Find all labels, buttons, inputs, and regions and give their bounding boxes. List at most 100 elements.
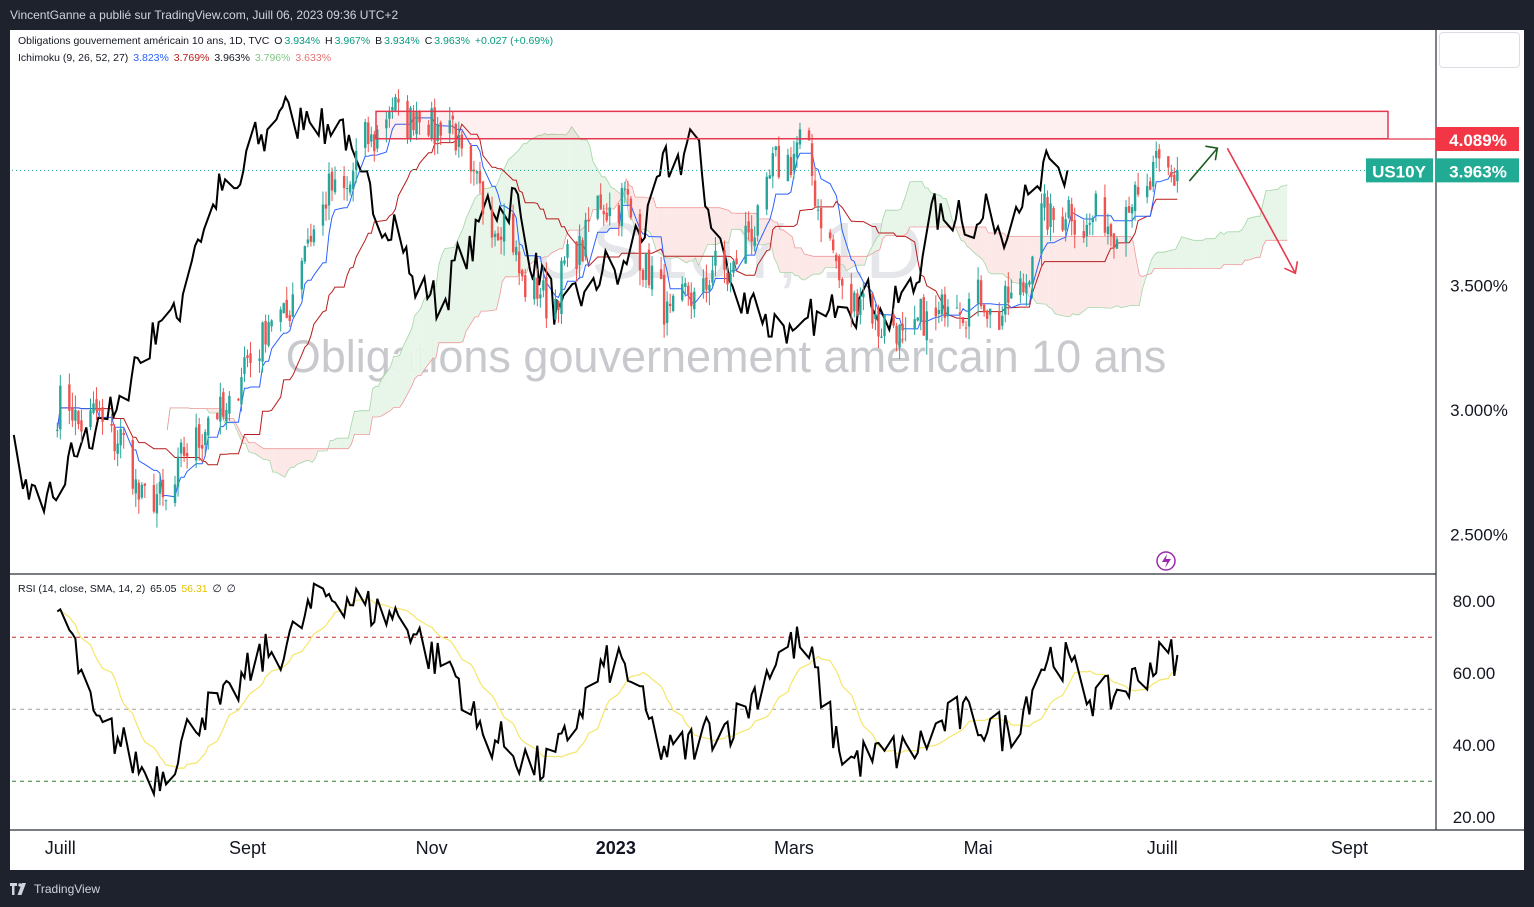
candle-body bbox=[608, 207, 611, 217]
candle-body bbox=[744, 225, 747, 264]
cloud-segment bbox=[381, 366, 391, 417]
candle-body bbox=[898, 324, 901, 348]
candle-body bbox=[644, 252, 648, 280]
candle-body bbox=[711, 270, 714, 283]
cloud-segment bbox=[982, 226, 986, 265]
candle-body bbox=[433, 107, 436, 144]
candle-body bbox=[291, 294, 294, 317]
candle-body bbox=[810, 143, 814, 176]
candle-body bbox=[228, 395, 231, 414]
price-tick-label: 3.000% bbox=[1450, 401, 1508, 420]
candle-body bbox=[1145, 186, 1149, 198]
candle-body bbox=[671, 295, 675, 312]
cloud-segment bbox=[1075, 236, 1079, 315]
cloud-segment bbox=[985, 226, 989, 272]
candle-body bbox=[961, 317, 965, 323]
legend-rsi-upper: ∅ bbox=[212, 583, 222, 595]
candle-body bbox=[385, 119, 388, 129]
cloud-segment bbox=[390, 356, 394, 411]
candle-body bbox=[838, 256, 841, 281]
cloud-segment bbox=[719, 207, 729, 243]
time-tick-label: 2023 bbox=[596, 838, 636, 858]
candle-body bbox=[687, 285, 690, 296]
cloud-segment bbox=[861, 256, 865, 266]
price-badge-text: 3.963% bbox=[1449, 162, 1507, 181]
candle-body bbox=[92, 403, 95, 413]
candle-body bbox=[222, 392, 225, 417]
legend-rsi-lower: ∅ bbox=[226, 583, 236, 595]
candle-body bbox=[874, 314, 877, 320]
candle-body bbox=[904, 328, 907, 330]
candle-body bbox=[831, 239, 835, 251]
candle-body bbox=[786, 154, 790, 181]
candle-body bbox=[351, 171, 355, 190]
cloud-segment bbox=[1281, 186, 1285, 241]
candle-body bbox=[397, 98, 400, 103]
cloud-segment bbox=[819, 256, 823, 275]
footer: TradingView bbox=[10, 877, 100, 901]
candle-body bbox=[581, 240, 584, 262]
candle-body bbox=[665, 301, 669, 323]
ichimoku-cloud bbox=[167, 126, 1288, 478]
cloud-segment bbox=[318, 448, 328, 451]
cloud-segment bbox=[375, 386, 379, 418]
candle-body bbox=[391, 107, 394, 111]
candle-body bbox=[412, 112, 415, 131]
candle-body bbox=[478, 171, 482, 184]
time-tick-label: Mai bbox=[964, 838, 993, 858]
cloud-segment bbox=[568, 126, 572, 231]
candle-body bbox=[1082, 231, 1085, 238]
cloud-segment bbox=[269, 448, 273, 473]
candle-body bbox=[798, 129, 802, 145]
cloud-segment bbox=[475, 194, 479, 317]
candle-body bbox=[859, 299, 862, 315]
candle-body bbox=[246, 355, 249, 359]
cloud-segment bbox=[333, 438, 337, 449]
candle-body bbox=[599, 194, 602, 209]
candle-body bbox=[1124, 206, 1128, 243]
candle-body bbox=[557, 301, 560, 311]
candle-body bbox=[892, 314, 895, 326]
candle-body bbox=[1115, 239, 1119, 249]
time-tick-label: Sept bbox=[1331, 838, 1368, 858]
cloud-segment bbox=[478, 194, 482, 317]
cloud-segment bbox=[526, 140, 530, 273]
candle-body bbox=[708, 285, 711, 291]
cloud-segment bbox=[1036, 236, 1046, 305]
candle-body bbox=[1049, 203, 1052, 227]
candle-body bbox=[267, 322, 270, 346]
candle-body bbox=[605, 212, 608, 221]
candle-body bbox=[813, 180, 817, 207]
cloud-segment bbox=[484, 188, 488, 312]
candle-body bbox=[1130, 207, 1134, 214]
cloud-segment bbox=[1163, 249, 1173, 269]
cloud-segment bbox=[1057, 236, 1067, 317]
candle-body bbox=[976, 279, 980, 304]
cloud-segment bbox=[918, 181, 922, 227]
candle-body bbox=[95, 399, 98, 411]
price-scale-control[interactable] bbox=[1439, 32, 1520, 68]
candle-body bbox=[1085, 224, 1088, 237]
cloud-segment bbox=[1175, 243, 1179, 269]
cloud-segment bbox=[1160, 252, 1164, 269]
cloud-segment bbox=[988, 232, 992, 274]
cloud-segment bbox=[716, 207, 720, 245]
candle-body bbox=[469, 145, 473, 172]
candle-body bbox=[345, 188, 349, 190]
candle-body bbox=[454, 124, 458, 151]
cloud-segment bbox=[1033, 236, 1037, 304]
candle-body bbox=[373, 134, 376, 152]
cloud-segment bbox=[665, 207, 669, 259]
candle-body bbox=[575, 241, 578, 269]
cloud-segment bbox=[1109, 236, 1113, 309]
candle-body bbox=[684, 283, 687, 287]
candle-body bbox=[1176, 170, 1179, 182]
cloud-segment bbox=[583, 139, 587, 228]
cloud-segment bbox=[1157, 252, 1161, 269]
cloud-segment bbox=[453, 241, 458, 343]
candle-body bbox=[176, 456, 180, 488]
cloud-segment bbox=[692, 207, 696, 261]
time-tick-label: Juill bbox=[45, 838, 76, 858]
cloud-segment bbox=[1199, 240, 1203, 269]
